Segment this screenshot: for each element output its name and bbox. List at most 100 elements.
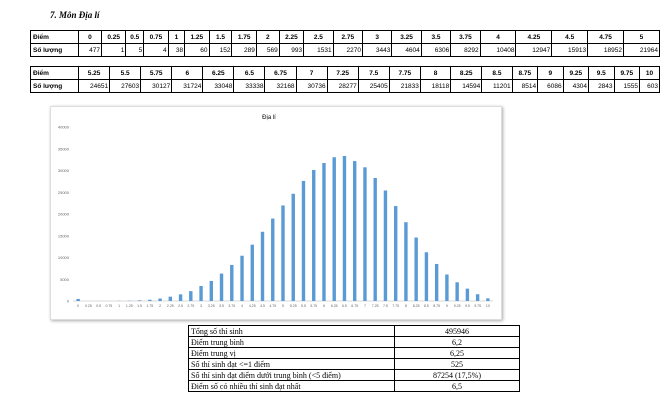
table-cell: 28277 — [326, 79, 359, 93]
x-tick-label: 6.75 — [351, 304, 358, 308]
x-tick-label: 0.75 — [105, 304, 112, 308]
table-cell: 15913 — [551, 43, 589, 57]
table-row: Điểm trung vị 6,25 — [188, 347, 520, 359]
bar — [209, 280, 213, 301]
bar — [434, 263, 439, 301]
table-cell: 4.75 — [587, 30, 624, 44]
table-cell: 8292 — [450, 43, 481, 57]
table-cell: 25405 — [357, 79, 390, 93]
table-cell: 477 — [78, 43, 102, 57]
bar — [148, 299, 152, 301]
table-cell: 6 — [171, 66, 204, 80]
table-cell: 1.5 — [208, 30, 233, 44]
table-cell: 12947 — [515, 43, 553, 57]
table-row: Điểm 5.25 5.5 5.75 6 6.25 6.5 6.75 7 7.25 7.5 7.75 8… — [30, 66, 660, 80]
row-label: Điểm — [30, 30, 79, 44]
row-label: Điểm — [30, 66, 79, 80]
table-cell: 569 — [255, 43, 280, 57]
table-cell: 27603 — [109, 79, 142, 93]
table-row: Điểm trung bình 6,2 — [188, 336, 520, 348]
table-cell: 993 — [278, 43, 305, 57]
table-cell: Điểm số có nhiều thí sinh đạt nhất — [188, 380, 395, 392]
x-tick-label: 4.5 — [260, 304, 265, 308]
table-cell: 6.25 — [202, 66, 235, 80]
x-tick-label: 7.5 — [383, 304, 388, 308]
table-row: Số lượng 24651 27603 30127 31724 33048 33338 32… — [30, 79, 660, 93]
x-tick-label: 3.5 — [219, 304, 224, 308]
x-tick-label: 6 — [323, 304, 325, 308]
x-tick-label: 1 — [118, 304, 120, 308]
table-cell: 4.25 — [515, 30, 553, 44]
table-cell: 11201 — [481, 79, 513, 93]
table-cell: 6306 — [420, 43, 452, 57]
table-cell: Điểm trung bình — [188, 336, 395, 348]
bar — [260, 231, 265, 301]
table-cell: 7.25 — [326, 66, 359, 80]
x-tick-label: 4.75 — [269, 304, 276, 308]
x-tick-label: 1.75 — [146, 304, 153, 308]
chart-title: Địa lí — [262, 115, 276, 121]
table-row: Điểm số có nhiều thí sinh đạt nhất 6,5 — [188, 380, 520, 392]
bar — [178, 294, 183, 301]
table-cell: 30127 — [140, 79, 173, 93]
y-tick-label: 5000 — [60, 277, 70, 282]
table-cell: 5.5 — [109, 66, 142, 80]
table-cell: 38 — [167, 43, 186, 57]
x-tick-label: 8.25 — [413, 304, 420, 308]
bar — [281, 205, 285, 301]
x-tick-label: 1.25 — [126, 304, 133, 308]
y-tick-label: 30000 — [58, 168, 70, 173]
table-cell: 33048 — [202, 79, 235, 93]
table-cell: 4.5 — [551, 30, 589, 44]
bar — [424, 252, 429, 301]
x-tick-label: 9.5 — [465, 304, 470, 308]
x-tick-label: 7.25 — [372, 304, 379, 308]
x-tick-label: 8.5 — [424, 304, 429, 308]
table-cell: 14594 — [450, 79, 483, 93]
bar — [353, 161, 357, 301]
table-cell: 33338 — [233, 79, 266, 93]
table-cell: 8 — [419, 66, 452, 80]
x-tick-label: 7 — [364, 304, 366, 308]
bar — [301, 180, 306, 301]
bar — [240, 255, 244, 301]
table-cell: 5.75 — [140, 66, 173, 80]
table-cell: 9.75 — [613, 66, 641, 80]
table-cell: 6,5 — [394, 380, 520, 392]
x-tick-label: 0.25 — [85, 304, 92, 308]
table-cell: 8.25 — [450, 66, 483, 80]
table-cell: 152 — [208, 43, 233, 57]
table-cell: Số thí sinh đạt điểm dưới trung bình (<5… — [188, 369, 395, 381]
table-cell: 9.5 — [588, 66, 615, 80]
x-tick-label: 2.25 — [167, 304, 174, 308]
table-cell: 1 — [100, 43, 127, 57]
x-tick-label: 3.25 — [208, 304, 215, 308]
table-cell: 3 — [361, 30, 393, 44]
table-cell: 3.75 — [450, 30, 481, 44]
bar — [250, 244, 254, 301]
x-tick-label: 8 — [405, 304, 407, 308]
table-cell: 1.75 — [231, 30, 257, 44]
table-cell: 5 — [622, 30, 661, 44]
y-tick-label: 0 — [67, 299, 70, 304]
table-cell: 0.75 — [143, 30, 169, 44]
bar — [137, 300, 142, 301]
y-tick-label: 40000 — [58, 125, 70, 130]
x-tick-label: 2.75 — [187, 304, 194, 308]
table-row: Điểm 0 0.25 0.5 0.75 1 1.25 1.5 1.75 2 2.25 2.5 2.75… — [30, 30, 661, 44]
chart-box: Địa lí 0 5000 10000 15000 20000 25000 30000 350… — [50, 106, 502, 320]
table-cell: 289 — [231, 43, 257, 57]
table-row: Số thí sinh đạt <=1 điểm 525 — [188, 358, 520, 370]
x-tick-label: 4.25 — [249, 304, 256, 308]
x-tick-label: 5 — [282, 304, 284, 308]
x-tick-label: 5.5 — [301, 304, 306, 308]
bar — [189, 291, 193, 301]
x-tick-label: 2 — [159, 304, 161, 308]
table-cell: 2270 — [332, 43, 363, 57]
table-cell: 0.25 — [100, 30, 127, 44]
row-label: Số lượng — [30, 43, 79, 57]
bar — [271, 218, 275, 301]
y-tick-label: 25000 — [58, 190, 70, 195]
y-tick-label: 20000 — [58, 212, 70, 217]
